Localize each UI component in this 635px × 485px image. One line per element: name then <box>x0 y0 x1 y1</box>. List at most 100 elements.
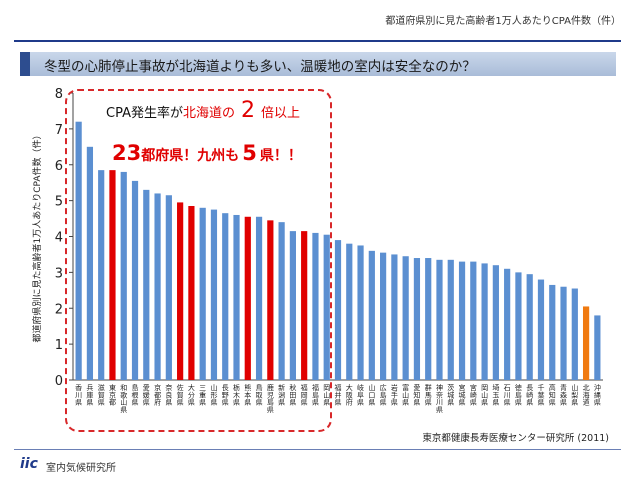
x-tick-label: 佐賀県 <box>177 383 184 407</box>
bar <box>154 193 161 380</box>
x-tick-label: 岩手県 <box>391 383 398 407</box>
x-tick-label: 島根県 <box>132 383 139 407</box>
y-tick-label: 6 <box>55 159 63 174</box>
x-tick-label: 福井県 <box>335 383 342 407</box>
x-tick-label: 広島県 <box>380 383 387 407</box>
x-tick-label: 埼玉県 <box>492 383 499 407</box>
bar <box>526 274 533 380</box>
bar <box>98 170 105 380</box>
bar <box>75 121 82 380</box>
bar <box>120 171 127 380</box>
x-tick-label: 福岡県 <box>301 383 308 407</box>
x-tick-label: 愛知県 <box>413 383 420 407</box>
bar <box>222 213 229 380</box>
bar <box>391 254 398 380</box>
header-divider <box>14 40 621 42</box>
x-tick-label: 山形県 <box>210 383 217 407</box>
bar <box>109 170 116 380</box>
bar <box>413 258 421 380</box>
bar <box>143 189 150 380</box>
x-tick-label: 香川県 <box>75 383 82 407</box>
headline-text: 冬型の心肺停止事故が北海道よりも多い、温暖地の室内は安全なのか？ <box>44 59 476 75</box>
bar <box>278 222 285 380</box>
page-header-title: 都道府県別に見た高齢者1万人あたりCPA件数（件） <box>385 16 621 27</box>
footer-divider <box>14 449 621 450</box>
bar <box>357 245 364 380</box>
annotation-line-2: 23都府県！九州も 5 県！！ <box>112 141 302 165</box>
x-tick-label: 京都府 <box>154 383 161 407</box>
bar <box>560 286 567 380</box>
bar <box>594 315 601 380</box>
x-tick-label: 徳島県 <box>515 383 522 407</box>
y-tick-label: 8 <box>55 87 63 102</box>
x-tick-label: 青森県 <box>560 383 567 407</box>
y-tick-label: 3 <box>55 266 63 281</box>
bar <box>346 243 353 380</box>
x-tick-label: 千葉県 <box>537 383 544 407</box>
bar <box>481 263 488 380</box>
x-tick-label: 兵庫県 <box>86 383 93 407</box>
bar <box>131 180 139 380</box>
x-tick-label: 和歌山県 <box>120 383 127 414</box>
x-tick-label: 熊本県 <box>244 383 251 407</box>
bar <box>571 288 578 380</box>
x-tick-label: 秋田県 <box>289 383 296 407</box>
bar <box>380 252 387 380</box>
bar <box>177 202 184 380</box>
x-tick-label: 岡山県 <box>323 384 330 407</box>
bar <box>368 250 375 380</box>
source-citation: 東京都健康長寿医療センター研究所 (2011) <box>422 433 609 444</box>
x-tick-label: 石川県 <box>504 384 511 407</box>
y-tick-label: 4 <box>55 231 63 246</box>
x-tick-label: 大阪府 <box>346 383 353 407</box>
bar <box>165 195 172 380</box>
x-tick-label: 群馬県 <box>425 383 432 407</box>
x-tick-label: 沖縄県 <box>594 383 601 407</box>
bar <box>244 216 251 380</box>
bar <box>267 220 274 380</box>
y-axis-label: 都道府県別に見た高齢者1万人あたりCPA件数（件） <box>31 130 43 342</box>
bar <box>255 216 263 380</box>
x-tick-label: 栃木県 <box>233 383 240 407</box>
x-tick-label: 新潟県 <box>278 383 285 407</box>
bar <box>492 265 499 380</box>
bar <box>323 234 330 380</box>
y-tick-label: 2 <box>55 302 63 317</box>
bar <box>188 206 195 380</box>
bar <box>504 268 511 380</box>
x-tick-label: 長崎県 <box>526 384 533 407</box>
bar <box>515 272 522 380</box>
x-tick-label: 滋賀県 <box>98 383 105 407</box>
bar <box>537 279 545 380</box>
x-tick-label: 山口県 <box>368 383 375 407</box>
bar <box>210 209 218 380</box>
iic-logo: iic <box>20 456 38 472</box>
organization-name: 室内気候研究所 <box>46 463 116 474</box>
x-tick-label: 高知県 <box>549 383 556 407</box>
headline-banner: 冬型の心肺停止事故が北海道よりも多い、温暖地の室内は安全なのか？ <box>20 52 616 76</box>
bar <box>425 258 432 380</box>
bar <box>549 284 556 380</box>
x-tick-label: 三重県 <box>199 384 206 407</box>
x-tick-label: 富山県 <box>402 383 409 407</box>
x-tick-label: 宮城県 <box>459 383 466 407</box>
x-tick-label: 奈良県 <box>165 383 172 407</box>
x-tick-label: 愛媛県 <box>143 383 150 407</box>
bar <box>301 231 308 380</box>
x-tick-label: 大分県 <box>188 383 195 407</box>
bar <box>436 259 443 380</box>
x-tick-label: 茨城県 <box>447 383 454 407</box>
bar <box>582 306 590 380</box>
bar <box>402 256 409 380</box>
bar <box>470 261 477 380</box>
x-tick-label: 長野県 <box>222 384 229 407</box>
x-tick-label: 岐阜県 <box>357 383 364 407</box>
x-tick-label: 鹿児島県 <box>267 383 274 414</box>
x-tick-label: 鳥取県 <box>256 383 263 407</box>
x-tick-label: 福島県 <box>312 383 319 407</box>
bar <box>289 231 296 380</box>
x-tick-label: 東京都 <box>109 383 116 407</box>
x-tick-label: 岡山県 <box>481 384 488 407</box>
bar <box>312 232 319 380</box>
